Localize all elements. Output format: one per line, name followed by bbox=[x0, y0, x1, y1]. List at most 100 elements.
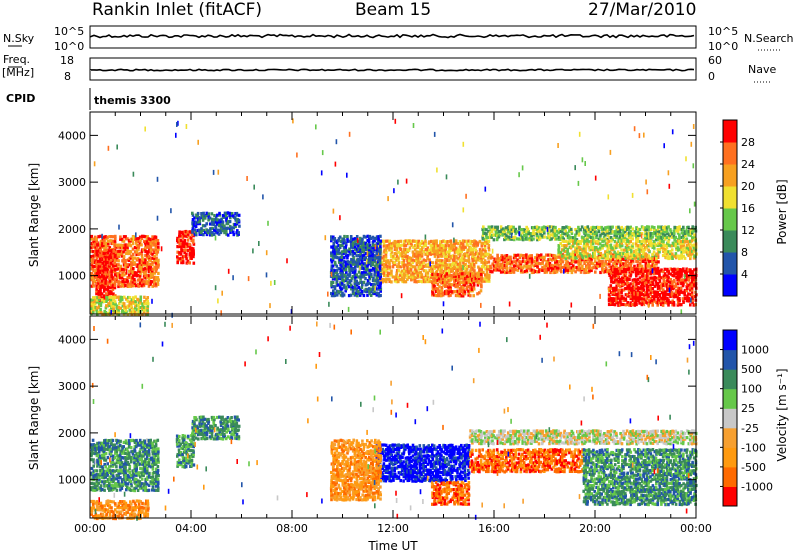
echo-point bbox=[680, 309, 683, 315]
data-cell bbox=[458, 291, 462, 296]
data-cell bbox=[582, 254, 586, 258]
data-cell bbox=[440, 288, 444, 292]
data-cell bbox=[518, 227, 521, 231]
data-cell bbox=[525, 266, 528, 270]
data-cell bbox=[574, 266, 577, 270]
data-cell bbox=[408, 275, 411, 280]
data-cell bbox=[631, 232, 634, 236]
data-cell bbox=[584, 226, 587, 230]
data-cell bbox=[409, 256, 413, 260]
data-cell bbox=[642, 282, 645, 286]
data-cell bbox=[418, 252, 422, 256]
data-cell bbox=[362, 266, 365, 270]
data-cell bbox=[103, 285, 106, 289]
data-cell bbox=[388, 245, 391, 249]
data-cell bbox=[106, 257, 110, 261]
data-cell bbox=[633, 291, 636, 295]
data-cell bbox=[471, 254, 475, 258]
data-cell bbox=[533, 227, 537, 232]
data-cell bbox=[202, 228, 206, 232]
data-cell bbox=[472, 246, 476, 250]
data-cell bbox=[157, 247, 160, 251]
data-cell bbox=[656, 268, 660, 272]
data-cell bbox=[656, 232, 660, 236]
data-cell bbox=[586, 239, 589, 243]
data-cell bbox=[436, 259, 440, 263]
data-cell bbox=[440, 243, 444, 248]
data-cell bbox=[509, 255, 512, 259]
data-cell bbox=[130, 261, 133, 265]
data-region bbox=[329, 234, 383, 298]
data-cell bbox=[344, 289, 347, 293]
data-cell bbox=[364, 265, 367, 269]
data-cell bbox=[626, 238, 629, 242]
data-cell bbox=[661, 303, 665, 307]
data-cell bbox=[111, 276, 115, 280]
data-cell bbox=[467, 248, 470, 252]
data-cell bbox=[412, 245, 415, 249]
data-cell bbox=[476, 272, 480, 276]
data-cell bbox=[153, 254, 156, 258]
data-cell bbox=[590, 254, 593, 258]
data-cell bbox=[99, 234, 102, 238]
data-cell bbox=[616, 301, 620, 305]
data-cell bbox=[498, 262, 501, 266]
data-cell bbox=[608, 246, 611, 250]
data-cell bbox=[128, 284, 131, 288]
data-cell bbox=[422, 269, 426, 273]
data-cell bbox=[612, 289, 615, 293]
data-cell bbox=[636, 236, 640, 240]
data-cell bbox=[366, 266, 369, 270]
data-cell bbox=[617, 266, 620, 270]
data-cell bbox=[146, 304, 150, 308]
data-cell bbox=[490, 227, 494, 231]
data-cell bbox=[334, 254, 337, 258]
data-cell bbox=[146, 299, 149, 303]
data-cell bbox=[459, 252, 462, 256]
data-cell bbox=[151, 243, 155, 247]
data-cell bbox=[140, 266, 144, 270]
data-cell bbox=[212, 220, 216, 224]
data-cell bbox=[139, 271, 142, 276]
data-cell bbox=[185, 248, 188, 252]
data-cell bbox=[196, 214, 200, 218]
data-cell bbox=[142, 280, 145, 284]
data-cell bbox=[637, 270, 640, 274]
data-cell bbox=[610, 290, 613, 294]
data-cell bbox=[615, 268, 618, 272]
data-cell bbox=[210, 220, 214, 224]
data-cell bbox=[649, 282, 652, 286]
data-cell bbox=[340, 258, 344, 262]
data-cell bbox=[507, 230, 510, 234]
data-cell bbox=[577, 242, 580, 246]
data-cell bbox=[376, 264, 380, 268]
data-cell bbox=[92, 278, 96, 282]
data-cell bbox=[359, 249, 362, 253]
data-cell bbox=[503, 228, 507, 232]
data-cell bbox=[117, 271, 120, 276]
data-cell bbox=[130, 271, 133, 275]
data-cell bbox=[592, 251, 595, 256]
data-cell bbox=[613, 233, 616, 237]
data-cell bbox=[422, 264, 425, 268]
data-cell bbox=[467, 293, 470, 297]
data-cell bbox=[583, 259, 586, 263]
data-cell bbox=[373, 256, 377, 260]
data-cell bbox=[372, 282, 375, 287]
data-cell bbox=[155, 252, 158, 256]
data-cell bbox=[661, 246, 665, 250]
data-cell bbox=[481, 248, 485, 252]
data-cell bbox=[128, 241, 131, 245]
data-cell bbox=[212, 222, 216, 226]
data-cell bbox=[90, 243, 94, 247]
data-cell bbox=[619, 288, 622, 292]
data-cell bbox=[130, 304, 133, 308]
data-cell bbox=[141, 304, 145, 308]
data-cell bbox=[633, 298, 636, 302]
data-cell bbox=[192, 238, 195, 242]
data-cell bbox=[541, 262, 544, 266]
data-cell bbox=[219, 230, 223, 235]
data-cell bbox=[448, 271, 451, 275]
data-cell bbox=[686, 296, 689, 301]
data-cell bbox=[600, 227, 604, 232]
